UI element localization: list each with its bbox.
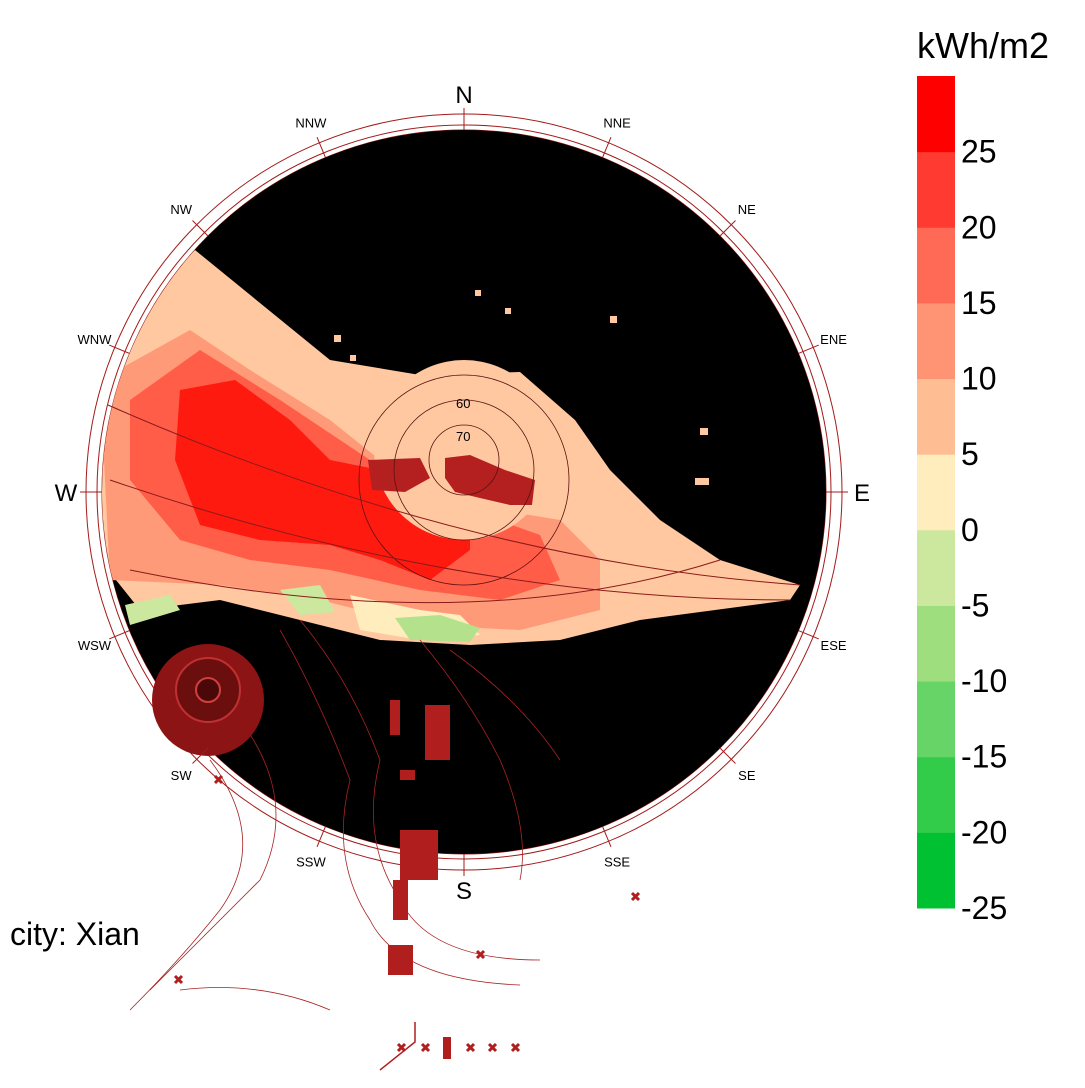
legend-swatch	[917, 756, 955, 833]
direction-label-ese: ESE	[821, 638, 847, 653]
legend-tick-label: -10	[961, 663, 1007, 699]
compass-tick	[192, 747, 209, 764]
compass-labels: N NNE NE ENE E ESE SE SSE S SSW SW WSW W WNW NW NNW	[55, 82, 870, 905]
compass-tick	[316, 826, 326, 847]
patch-green-wsw	[125, 595, 180, 625]
building-markers	[388, 700, 451, 1059]
legend-tick-label: -5	[961, 587, 989, 623]
radial-structure	[152, 644, 264, 756]
compass-tick	[719, 747, 736, 764]
direction-label-sw: SW	[171, 768, 193, 783]
direction-label-sse: SSE	[604, 855, 630, 870]
marker-line	[379, 1022, 416, 1071]
small-patch	[505, 308, 511, 314]
compass-tick	[798, 344, 819, 354]
direction-label-se: SE	[738, 768, 756, 783]
compass-tick	[109, 630, 130, 640]
legend-tick-label: 15	[961, 285, 997, 321]
altitude-label-60: 60	[456, 396, 470, 411]
terrain-contours	[129, 619, 561, 1011]
legend-title: kWh/m2	[917, 25, 1049, 66]
direction-label-wnw: WNW	[77, 332, 112, 347]
compass-tick	[109, 344, 130, 354]
legend-swatch	[917, 302, 955, 380]
sun-paths	[107, 404, 801, 604]
direction-label-nw: NW	[170, 202, 192, 217]
legend-swatch	[917, 605, 955, 682]
compass-tick	[316, 137, 326, 158]
direction-label-ssw: SSW	[296, 855, 326, 870]
patch-strong-red	[175, 380, 470, 580]
compass-tick	[798, 630, 819, 640]
small-patch	[475, 290, 481, 296]
small-patch	[700, 428, 708, 435]
legend-tick-label: 10	[961, 361, 997, 397]
direction-label-ne: NE	[738, 202, 756, 217]
small-patch	[334, 335, 341, 342]
legend-tick-label: 5	[961, 436, 979, 472]
legend-swatch	[917, 454, 955, 531]
compass-tick	[602, 137, 612, 158]
legend-swatch	[917, 529, 955, 606]
direction-label-w: W	[55, 480, 78, 507]
direction-label-n: N	[455, 82, 472, 109]
altitude-label-70: 70	[456, 429, 470, 444]
patch-green-west	[280, 585, 335, 615]
small-patch	[350, 355, 356, 361]
direction-label-nne: NNE	[603, 115, 631, 130]
direction-label-e: E	[854, 480, 870, 507]
legend-swatch	[917, 76, 955, 153]
radiation-patches	[102, 250, 800, 645]
building-cluster-west	[368, 458, 430, 492]
legend-tick-label: -25	[961, 890, 1007, 926]
legend-swatch	[917, 227, 955, 304]
legend-tick-label: 20	[961, 209, 997, 245]
direction-label-nnw: NNW	[295, 115, 327, 130]
small-patch	[610, 316, 617, 323]
altitude-rings	[358, 374, 570, 586]
legend-swatch	[917, 832, 955, 909]
legend-swatch	[917, 378, 955, 455]
color-legend: 25 20 15 10 5 0 -5 -10 -15 -20 -25	[917, 76, 1007, 926]
compass-tick	[192, 220, 209, 237]
legend-swatch	[917, 151, 955, 228]
city-label: city: Xian	[10, 916, 140, 952]
compass-tick	[719, 220, 736, 237]
legend-swatch	[917, 681, 955, 758]
legend-tick-label: 25	[961, 134, 997, 170]
direction-label-s: S	[456, 878, 472, 905]
legend-tick-label: -20	[961, 814, 1007, 850]
building-cluster	[445, 455, 535, 505]
compass-tick	[602, 826, 612, 847]
direction-label-ene: ENE	[820, 332, 847, 347]
legend-tick-label: 0	[961, 512, 979, 548]
center-patch	[374, 360, 554, 540]
patch-green-south	[395, 615, 480, 642]
x-markers	[173, 774, 641, 1053]
legend-tick-label: -15	[961, 739, 1007, 775]
direction-label-wsw: WSW	[78, 638, 112, 653]
small-patch	[695, 478, 709, 485]
